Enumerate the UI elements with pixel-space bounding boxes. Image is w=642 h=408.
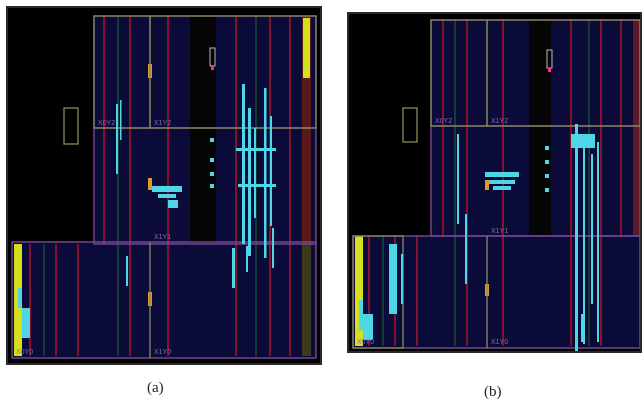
region-label-x0y0: X0Y0 [16,349,33,356]
region-label-x1y2: X1Y2 [154,120,171,127]
region-label-x0y0: X0Y0 [357,339,374,346]
device-view-panel-b[interactable]: X0Y2 X1Y2 X1Y1 X0Y0 X1Y0 [347,12,642,353]
device-floorplan-a: X0Y2 X1Y2 X1Y1 X0Y0 X1Y0 [8,8,320,363]
device-floorplan-b: X0Y2 X1Y2 X1Y1 X0Y0 X1Y0 [349,14,640,351]
device-view-panel-a[interactable]: X0Y2 X1Y2 X1Y1 X0Y0 X1Y0 [6,6,322,365]
region-label-x1y0: X1Y0 [491,339,508,346]
caption-b: (b) [484,384,502,400]
region-label-x1y1: X1Y1 [491,228,508,235]
region-label-x0y2: X0Y2 [435,118,452,125]
region-label-x1y0: X1Y0 [154,349,171,356]
caption-a: (a) [147,380,164,396]
region-label-x0y2: X0Y2 [98,120,115,127]
region-label-x1y2: X1Y2 [491,118,508,125]
region-label-x1y1: X1Y1 [154,234,171,241]
